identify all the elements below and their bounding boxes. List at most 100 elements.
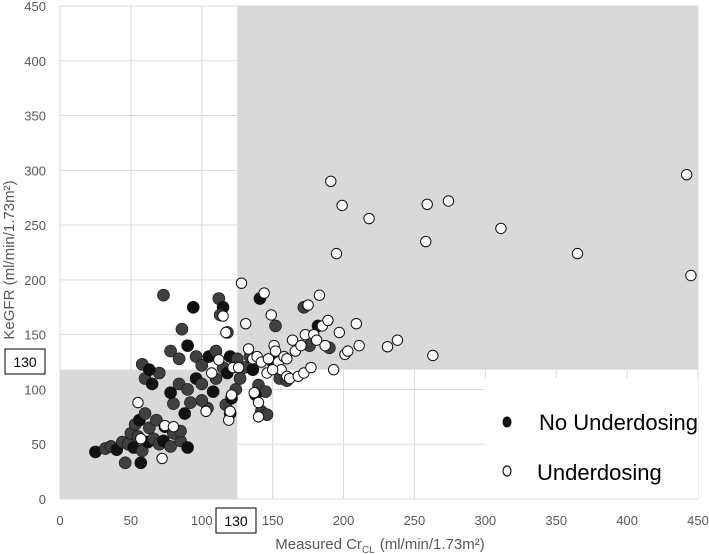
point-no-underdosing-50 <box>157 288 170 302</box>
point-no-underdosing-28 <box>184 396 197 409</box>
point-underdosing-62 <box>427 349 439 362</box>
point-underdosing-69 <box>281 353 293 365</box>
y-tick-label-7: 350 <box>24 109 46 124</box>
point-underdosing-11 <box>224 405 236 418</box>
y-axis-title: KeGFR (ml/min/1.73m²) <box>1 180 18 339</box>
point-underdosing-37 <box>295 339 307 352</box>
point-no-underdosing-43 <box>189 350 203 363</box>
point-underdosing-17 <box>242 343 255 355</box>
point-underdosing-8 <box>217 310 229 322</box>
point-underdosing-25 <box>262 353 275 365</box>
x-tick-label-5: 250 <box>404 513 426 528</box>
point-underdosing-59 <box>391 334 404 346</box>
x-axis-title-unit: (ml/min/1.73m²) <box>380 536 485 553</box>
y-tick-label-9: 450 <box>24 0 46 14</box>
point-no-underdosing-36 <box>145 377 159 391</box>
legend-marker-filled <box>502 416 512 428</box>
x-tick-label-0: 0 <box>56 513 63 528</box>
point-underdosing-58 <box>381 341 394 353</box>
legend-label-no-underdosing: No Underdosing <box>539 410 698 435</box>
point-no-underdosing-39 <box>143 363 156 377</box>
y-tick-label-4: 200 <box>24 273 46 288</box>
point-no-underdosing-30 <box>164 386 177 400</box>
x-tick-labels: 0 50 100 150 200 250 300 350 400 450 <box>56 513 708 528</box>
point-underdosing-63 <box>442 195 455 207</box>
y-tick-label-0: 0 <box>39 492 46 507</box>
point-underdosing-68 <box>266 364 279 376</box>
data-points <box>89 169 697 470</box>
point-no-underdosing-8 <box>118 456 132 470</box>
point-underdosing-54 <box>342 345 354 357</box>
point-no-underdosing-74 <box>269 319 282 333</box>
point-underdosing-14 <box>232 361 245 374</box>
y-tick-labels: 0 50 100 150 200 250 300 350 400 450 <box>24 0 46 507</box>
point-underdosing-56 <box>353 339 365 352</box>
point-underdosing-65 <box>571 247 584 260</box>
point-underdosing-51 <box>333 326 346 339</box>
point-no-underdosing-57 <box>206 385 220 398</box>
point-underdosing-41 <box>305 361 317 374</box>
point-underdosing-6 <box>206 367 218 379</box>
point-no-underdosing-27 <box>178 407 192 420</box>
x-tick-label-7: 350 <box>545 513 567 528</box>
x-tick-label-3: 150 <box>262 513 284 528</box>
y-tick-label-1: 50 <box>32 437 46 452</box>
point-underdosing-2 <box>156 452 168 465</box>
point-no-underdosing-42 <box>181 339 194 352</box>
x-tick-label-8: 400 <box>616 513 638 528</box>
point-no-underdosing-19 <box>164 440 177 453</box>
point-no-underdosing-34 <box>195 377 209 391</box>
y-threshold-marker: 130 <box>4 348 46 375</box>
x-threshold-marker: 130 <box>215 507 257 534</box>
point-underdosing-64 <box>495 222 507 235</box>
y-tick-label-5: 250 <box>24 218 46 233</box>
point-underdosing-43 <box>310 334 323 346</box>
point-no-underdosing-13 <box>138 407 152 420</box>
point-underdosing-55 <box>350 318 363 330</box>
x-tick-label-4: 200 <box>333 513 355 528</box>
x-axis-title-sub: CL <box>362 545 375 554</box>
y-tick-label-8: 400 <box>24 54 46 69</box>
point-underdosing-46 <box>319 339 331 352</box>
point-underdosing-70 <box>252 411 265 423</box>
point-underdosing-50 <box>330 247 343 260</box>
point-no-underdosing-83 <box>195 394 209 407</box>
point-no-underdosing-51 <box>186 300 200 314</box>
x-threshold-label: 130 <box>224 513 248 529</box>
x-tick-label-1: 50 <box>124 513 138 528</box>
point-underdosing-4 <box>167 420 180 433</box>
point-underdosing-23 <box>258 287 270 299</box>
y-tick-label-3: 150 <box>24 328 46 343</box>
point-no-underdosing-82 <box>233 372 247 385</box>
x-tick-label-9: 450 <box>687 513 709 528</box>
point-underdosing-47 <box>322 314 334 327</box>
point-underdosing-66 <box>680 169 693 181</box>
point-no-underdosing-41 <box>172 352 186 366</box>
point-underdosing-1 <box>135 433 147 445</box>
x-axis-title: Measured CrCL (ml/min/1.73m²) <box>275 536 485 554</box>
point-no-underdosing-44 <box>195 359 209 372</box>
point-no-underdosing-52 <box>175 322 189 336</box>
point-underdosing-48 <box>325 175 337 187</box>
shaded-region-1 <box>237 6 698 370</box>
point-underdosing-67 <box>685 269 697 282</box>
point-underdosing-57 <box>363 212 375 225</box>
x-tick-label-2: 100 <box>191 513 213 528</box>
y-tick-label-2: 100 <box>24 382 46 397</box>
point-underdosing-19 <box>248 387 260 399</box>
point-no-underdosing-29 <box>167 397 180 410</box>
point-underdosing-26 <box>265 309 277 321</box>
point-underdosing-40 <box>302 299 314 311</box>
point-underdosing-7 <box>213 354 225 366</box>
point-underdosing-12 <box>225 389 238 401</box>
point-underdosing-52 <box>336 199 348 212</box>
point-underdosing-5 <box>200 405 212 418</box>
legend-label-underdosing: Underdosing <box>537 460 662 485</box>
point-underdosing-49 <box>327 364 340 376</box>
point-no-underdosing-9 <box>134 456 148 470</box>
legend-box <box>484 378 698 498</box>
point-no-underdosing-40 <box>164 344 177 358</box>
point-underdosing-16 <box>240 318 252 330</box>
point-underdosing-21 <box>252 396 265 409</box>
